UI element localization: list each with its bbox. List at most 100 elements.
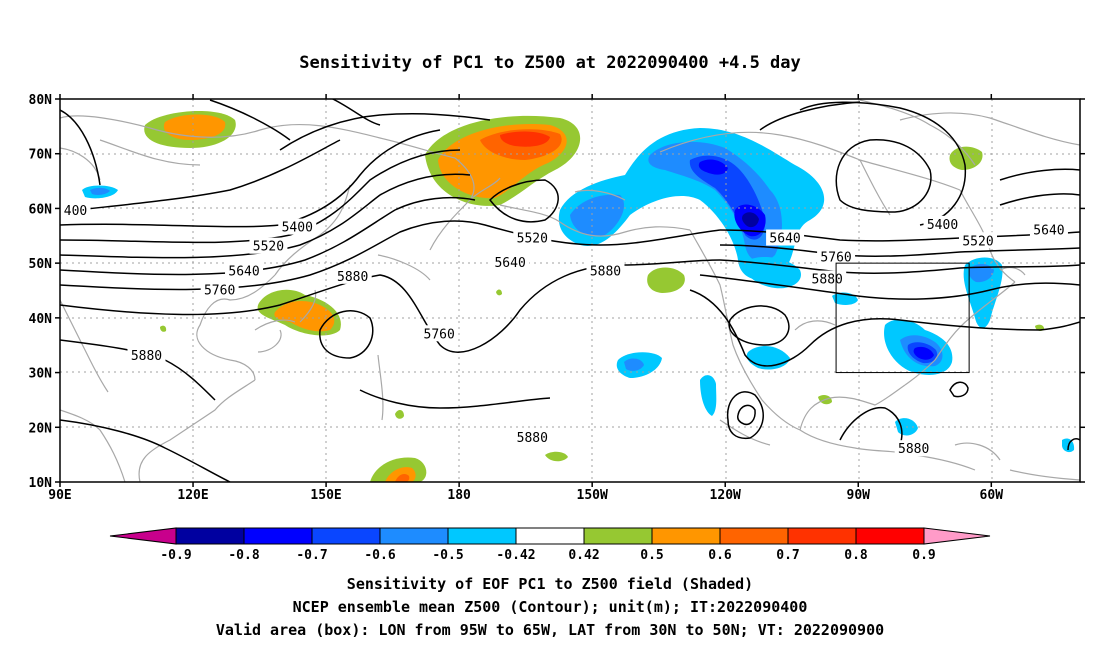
lon-tick-label: 120W: [710, 488, 741, 503]
contour-label-bg: [333, 267, 372, 284]
colorbar-right-extension: [923, 527, 991, 545]
contour-label-bg: [586, 262, 625, 279]
colorbar-label: 0.6: [708, 548, 732, 563]
shade-positive-region: [647, 267, 685, 293]
valid-area-box: [835, 262, 970, 374]
contour-label-bg: [225, 262, 264, 279]
contour-label: 5400: [927, 218, 958, 233]
shade-negative-region: [744, 256, 801, 289]
contour-label-bg: [817, 248, 856, 265]
contour-label-bg: [200, 281, 239, 298]
lat-tick-label: 10N: [29, 476, 53, 491]
colorbar-segment: [787, 527, 857, 545]
contour-label: 5520: [517, 232, 548, 247]
colorbar-segment: [243, 527, 313, 545]
colorbar-label: -0.7: [296, 548, 327, 563]
colorbar-left-extension: [109, 527, 177, 545]
colorbar: -0.9 -0.8 -0.7 -0.6 -0.5 -0.42 0.42 0.5 0.6 0.7 0.…: [109, 527, 991, 563]
shade-negative-region: [570, 194, 625, 237]
colorbar-segment: [447, 527, 517, 545]
contour-label-bg: [959, 232, 997, 249]
shade-negative-region: [968, 264, 994, 283]
colorbar-segment: [379, 527, 449, 545]
lon-tick-label: 60W: [980, 488, 1004, 503]
colorbar-label: -0.5: [432, 548, 463, 563]
lat-tick-label: 50N: [29, 257, 53, 272]
caption-line-1: Sensitivity of EOF PC1 to Z500 field (Sh…: [347, 575, 753, 593]
shade-negative-region: [742, 212, 759, 228]
shade-positive-region: [395, 410, 404, 419]
contour-label-bg: [513, 429, 552, 446]
contour-label: 5400: [282, 221, 313, 236]
shade-positive-region: [160, 325, 167, 332]
contour-label-bg: [894, 440, 933, 457]
colorbar-label: -0.6: [364, 548, 395, 563]
colorbar-label: 0.42: [568, 548, 599, 563]
lat-tick-label: 60N: [29, 202, 53, 217]
shade-negative-region: [700, 375, 717, 416]
lon-tick-label: 120E: [177, 488, 208, 503]
contour-label-bg: [766, 229, 805, 246]
colorbar-label: -0.8: [228, 548, 259, 563]
colorbar-segment: [719, 527, 789, 545]
contour-label-bg: [127, 347, 166, 364]
contour-label: 5520: [962, 234, 993, 249]
colorbar-segment: [583, 527, 653, 545]
lon-tick-label: 90E: [48, 488, 71, 503]
contour-label-bg: [278, 218, 317, 235]
colorbar-label: 0.8: [844, 548, 868, 563]
latitude-axis: 80N 70N 60N 50N 40N 30N 20N 10N: [29, 93, 1085, 491]
shade-positive-region: [496, 289, 502, 296]
contour-label: 5880: [131, 349, 162, 364]
caption-line-2: NCEP ensemble mean Z500 (Contour); unit(…: [293, 598, 808, 616]
contour-label: 5880: [337, 270, 368, 285]
map-title: Sensitivity of PC1 to Z500 at 2022090400…: [299, 53, 801, 73]
z500-contours: [60, 99, 1080, 482]
shade-negative-region: [624, 358, 644, 371]
coastlines: [60, 99, 1080, 482]
lon-tick-label: 150E: [310, 488, 341, 503]
contour-label-bg: [491, 254, 530, 271]
contour-label: 5760: [424, 327, 455, 342]
colorbar-segment: [651, 527, 721, 545]
contour-label: 5880: [812, 273, 843, 288]
colorbar-label: -0.9: [160, 548, 191, 563]
colorbar-label: 0.7: [776, 548, 799, 563]
colorbar-label: 0.9: [912, 548, 935, 563]
shade-positive-region: [545, 451, 568, 462]
shade-negative-region: [913, 346, 934, 360]
contour-label-bg: [420, 325, 459, 342]
contour-label: 5760: [204, 284, 235, 299]
contour-label: 5880: [898, 442, 929, 457]
colorbar-segment: [855, 527, 925, 545]
contour-label: 5640: [494, 256, 525, 271]
longitude-axis: 90E 120E 150E 180 150W 120W 90W 60W: [48, 94, 1003, 503]
contour-label: 400: [64, 204, 87, 219]
lat-tick-label: 30N: [29, 367, 53, 382]
lat-tick-label: 80N: [29, 93, 53, 108]
contour-label: 5640: [1033, 223, 1064, 238]
contour-label: 5520: [253, 240, 284, 255]
colorbar-segment: [311, 527, 381, 545]
lat-tick-label: 70N: [29, 148, 53, 163]
contour-label-bg: [513, 229, 552, 246]
lat-tick-label: 20N: [29, 421, 53, 436]
sensitivity-shading: [82, 110, 1075, 482]
map-frame: [59, 98, 1081, 483]
shade-positive-region: [500, 131, 550, 147]
contour-label: 5880: [517, 431, 548, 446]
caption-line-3: Valid area (box): LON from 95W to 65W, L…: [216, 621, 884, 639]
shade-negative-region: [698, 159, 728, 175]
contour-label-bg: [923, 215, 962, 232]
lat-tick-label: 40N: [29, 312, 53, 327]
colorbar-label: -0.42: [496, 548, 535, 563]
contour-label: 5880: [590, 264, 621, 279]
contour-label-bg: [249, 237, 288, 254]
shade-positive-region: [163, 114, 226, 140]
lon-tick-label: 180: [447, 488, 471, 503]
contour-labels: 400 5400 5520 5640 5760 5880 5880 5760 5520 5640 5…: [60, 202, 1068, 457]
contour-label-bg: [1029, 221, 1068, 238]
colorbar-segment: [175, 527, 245, 545]
contour-label: 5640: [228, 264, 259, 279]
